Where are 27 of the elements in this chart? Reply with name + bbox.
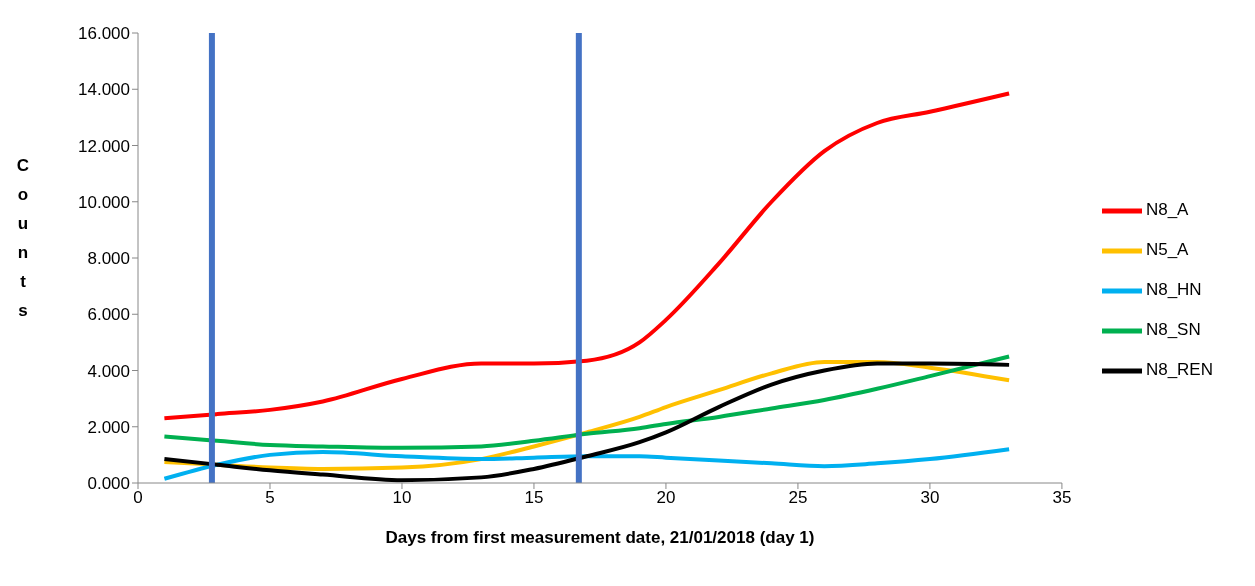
- line-series: [162, 447, 1012, 481]
- x-tick-label: 25: [788, 488, 808, 508]
- y-tick-label: 6.000: [87, 305, 130, 325]
- legend-label: N8_REN: [1145, 359, 1213, 379]
- x-tick-label: 30: [920, 488, 940, 508]
- y-tick-label: 4.000: [87, 361, 130, 381]
- legend-label: N5_A: [1145, 239, 1189, 259]
- y-tick-label: 8.000: [87, 249, 130, 269]
- line-series: [162, 91, 1012, 421]
- x-axis-title: Days from first measurement date, 21/01/2018 (day 1): [385, 528, 815, 547]
- legend-label: N8_SN: [1145, 319, 1201, 339]
- y-tick-label: 14.000: [78, 80, 130, 100]
- x-tick-label: 10: [392, 488, 412, 508]
- x-tick-label: 5: [265, 488, 275, 508]
- legend-label: N8_A: [1145, 199, 1189, 219]
- x-tick-label: 20: [656, 488, 676, 508]
- x-tick-label: 35: [1052, 488, 1072, 508]
- line-series: [162, 354, 1012, 450]
- y-tick-label: 0.000: [87, 474, 130, 494]
- x-tick-label: 15: [524, 488, 544, 508]
- y-tick-label: 2.000: [87, 417, 130, 437]
- y-tick-label: 12.000: [78, 136, 130, 156]
- y-axis-title: Counts: [16, 156, 30, 320]
- legend-label: N8_HN: [1145, 279, 1202, 299]
- y-tick-label: 16.000: [78, 24, 130, 44]
- y-tick-label: 10.000: [78, 192, 130, 212]
- x-tick-label: 0: [133, 488, 143, 508]
